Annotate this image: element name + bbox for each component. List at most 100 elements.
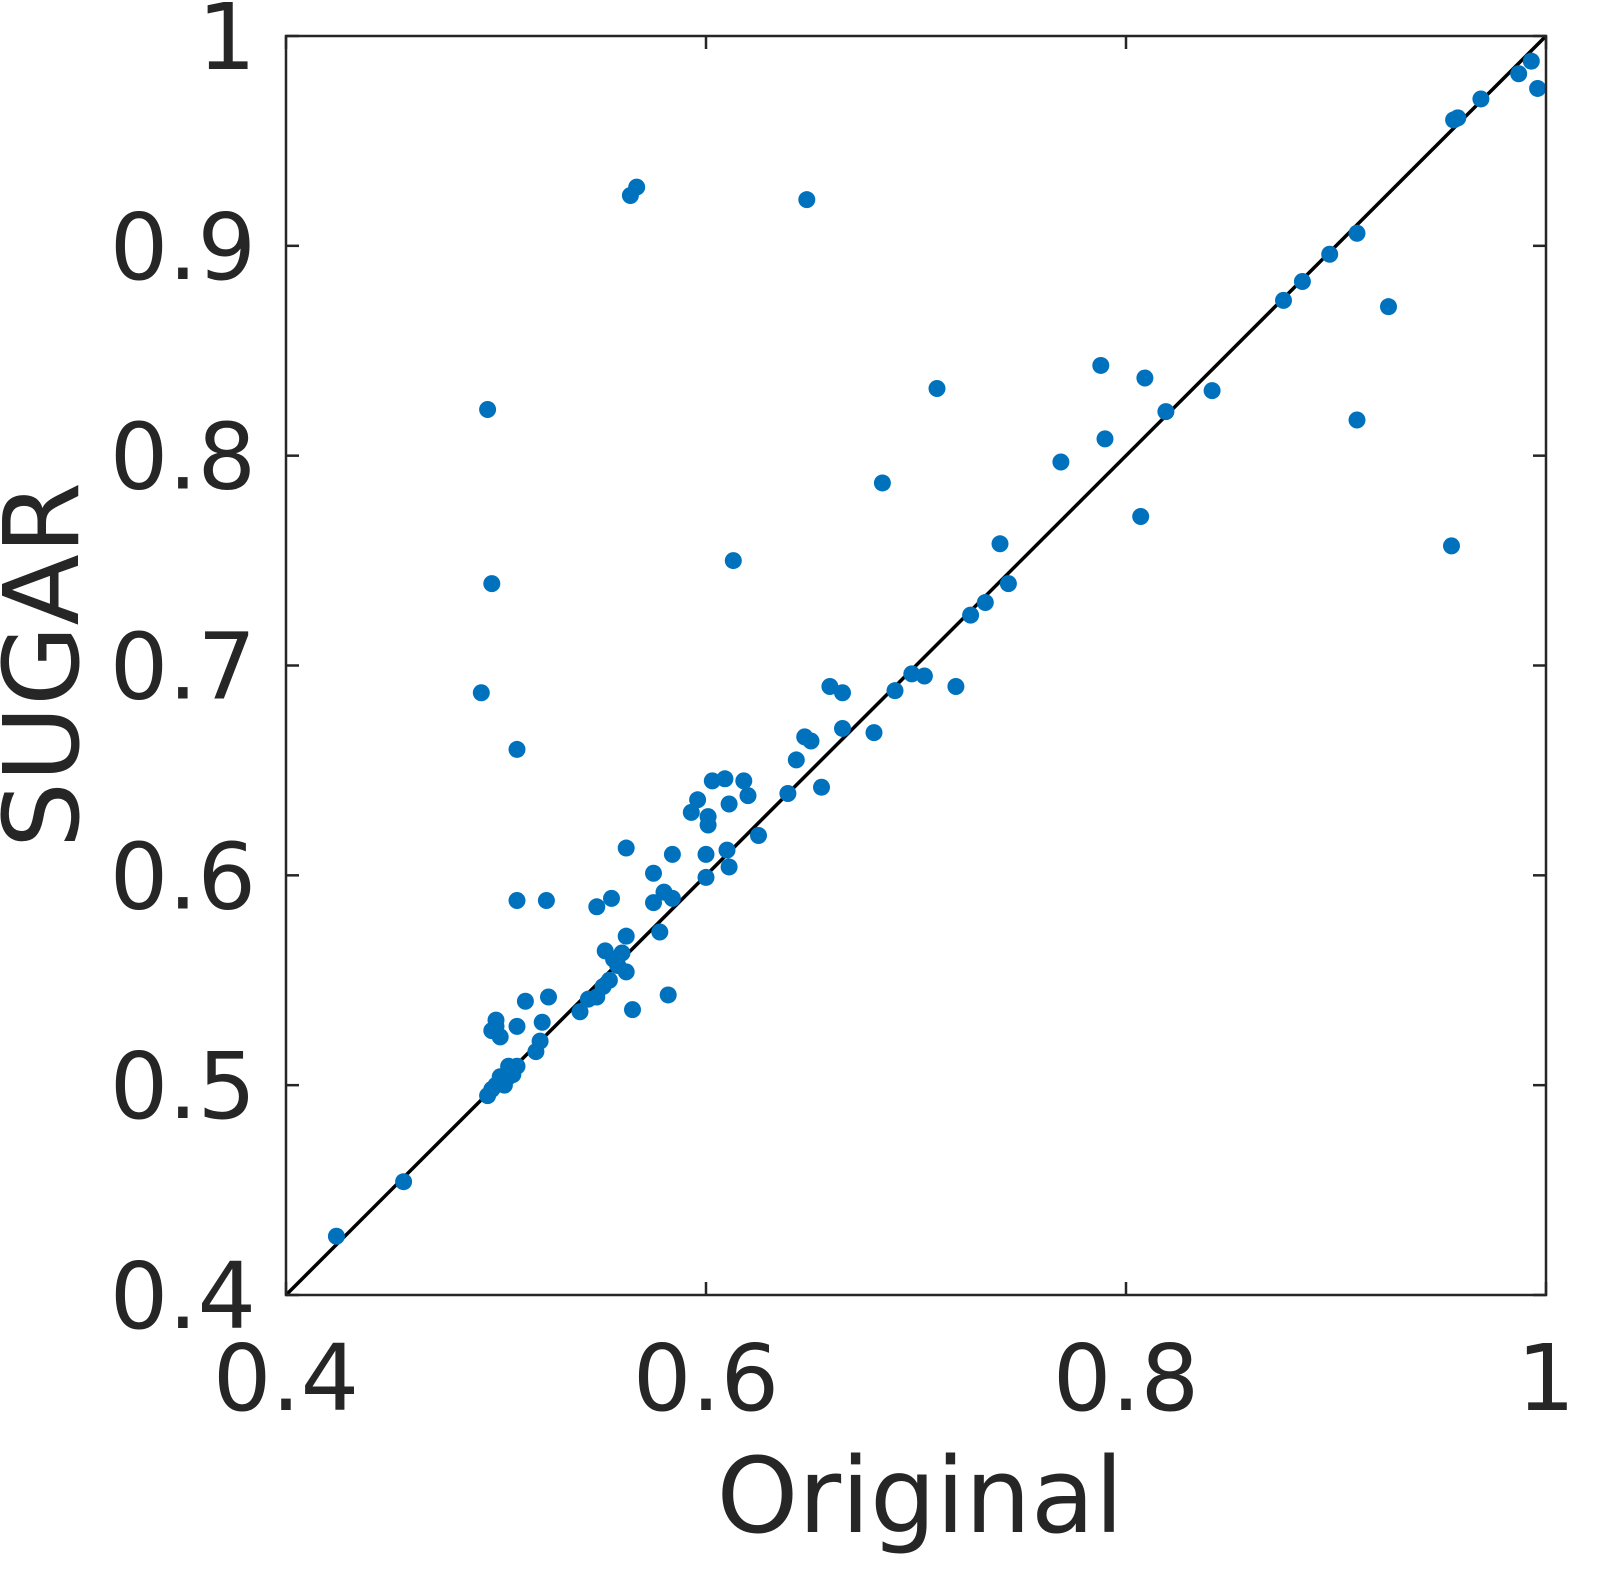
data-point bbox=[903, 665, 921, 683]
data-point bbox=[821, 677, 839, 695]
data-point bbox=[483, 575, 501, 593]
data-point bbox=[487, 1017, 505, 1035]
data-point bbox=[651, 923, 669, 941]
data-point bbox=[645, 894, 662, 912]
data-point bbox=[991, 535, 1009, 553]
data-point bbox=[1321, 245, 1339, 263]
data-point bbox=[1472, 90, 1490, 108]
data-point bbox=[689, 791, 707, 809]
data-point bbox=[718, 841, 736, 859]
y-tick-label: 0.6 bbox=[110, 823, 256, 930]
plot-area bbox=[284, 34, 1548, 1297]
data-point bbox=[976, 594, 994, 612]
x-tick-label: 1 bbox=[1517, 1325, 1576, 1432]
data-point bbox=[697, 845, 715, 863]
data-point bbox=[720, 858, 738, 876]
data-point bbox=[1157, 403, 1175, 421]
data-point bbox=[697, 868, 715, 886]
data-point bbox=[663, 845, 681, 863]
data-point bbox=[1443, 537, 1460, 555]
data-point bbox=[571, 1003, 589, 1021]
data-point bbox=[724, 552, 742, 570]
data-point bbox=[659, 986, 677, 1004]
y-tick-label: 0.4 bbox=[110, 1243, 256, 1350]
data-point bbox=[999, 575, 1017, 593]
data-point bbox=[735, 772, 753, 790]
x-tick-label: 0.8 bbox=[1053, 1325, 1199, 1432]
data-point bbox=[624, 1001, 641, 1019]
data-point bbox=[500, 1057, 518, 1075]
data-point bbox=[873, 474, 891, 492]
data-point bbox=[1293, 273, 1311, 291]
data-point bbox=[588, 898, 606, 916]
y-tick-label: 0.7 bbox=[110, 614, 256, 721]
data-point bbox=[533, 1013, 551, 1031]
data-point bbox=[802, 732, 820, 750]
data-point bbox=[716, 770, 734, 788]
axis-ticks bbox=[284, 34, 1548, 1297]
data-point bbox=[834, 719, 851, 737]
data-point bbox=[1529, 79, 1547, 97]
data-point bbox=[531, 1032, 549, 1050]
data-point bbox=[600, 971, 618, 989]
data-point bbox=[720, 795, 738, 813]
data-point bbox=[617, 927, 635, 945]
y-tick-label: 0.9 bbox=[110, 194, 256, 301]
data-point bbox=[508, 740, 526, 758]
data-point bbox=[645, 864, 662, 882]
data-point bbox=[1136, 369, 1154, 387]
data-point bbox=[865, 724, 883, 742]
data-point bbox=[516, 992, 534, 1010]
data-point bbox=[395, 1173, 413, 1191]
y-tick-label: 0.5 bbox=[110, 1033, 256, 1140]
data-point bbox=[508, 1017, 526, 1035]
data-point bbox=[1510, 65, 1528, 83]
data-point bbox=[886, 682, 904, 700]
data-point bbox=[508, 892, 526, 910]
data-point bbox=[1203, 382, 1221, 400]
y-tick-label: 0.8 bbox=[110, 404, 256, 511]
data-point bbox=[613, 944, 631, 962]
data-point bbox=[1348, 224, 1366, 242]
y-axis-label: SUGAR bbox=[0, 482, 103, 848]
data-point bbox=[1132, 508, 1150, 526]
data-point bbox=[915, 667, 933, 685]
tick-labels: 0.4 0.6 0.8 1 0.4 0.5 0.6 0.7 0.8 0.9 1 bbox=[110, 0, 1576, 1432]
x-tick-label: 0.6 bbox=[633, 1325, 779, 1432]
data-point bbox=[472, 684, 490, 702]
data-point bbox=[682, 803, 700, 821]
data-point bbox=[1096, 430, 1114, 448]
data-point bbox=[703, 772, 721, 790]
data-point bbox=[1052, 453, 1070, 471]
data-point bbox=[947, 677, 965, 695]
data-point bbox=[1348, 411, 1366, 429]
data-point bbox=[617, 963, 635, 981]
data-point bbox=[1449, 109, 1467, 127]
y-tick-label: 1 bbox=[197, 0, 256, 91]
data-point bbox=[834, 684, 851, 702]
data-point bbox=[1380, 298, 1397, 316]
data-point bbox=[787, 751, 805, 769]
data-point bbox=[739, 787, 757, 805]
data-point bbox=[1275, 291, 1292, 309]
data-point bbox=[699, 808, 717, 826]
data-point bbox=[479, 401, 497, 419]
data-point bbox=[603, 889, 620, 907]
data-point bbox=[628, 178, 646, 196]
data-point bbox=[617, 839, 635, 857]
data-point bbox=[540, 988, 557, 1006]
data-point bbox=[663, 889, 681, 907]
data-point bbox=[798, 191, 816, 209]
data-point bbox=[1092, 356, 1110, 374]
data-point bbox=[962, 606, 980, 624]
data-point bbox=[327, 1227, 345, 1245]
data-point bbox=[779, 784, 797, 802]
x-tick-label: 0.4 bbox=[213, 1325, 359, 1432]
data-point bbox=[928, 380, 946, 398]
data-point bbox=[813, 778, 830, 796]
data-point bbox=[750, 826, 767, 844]
data-point bbox=[1522, 52, 1540, 70]
x-axis-label: Original bbox=[717, 1435, 1124, 1557]
